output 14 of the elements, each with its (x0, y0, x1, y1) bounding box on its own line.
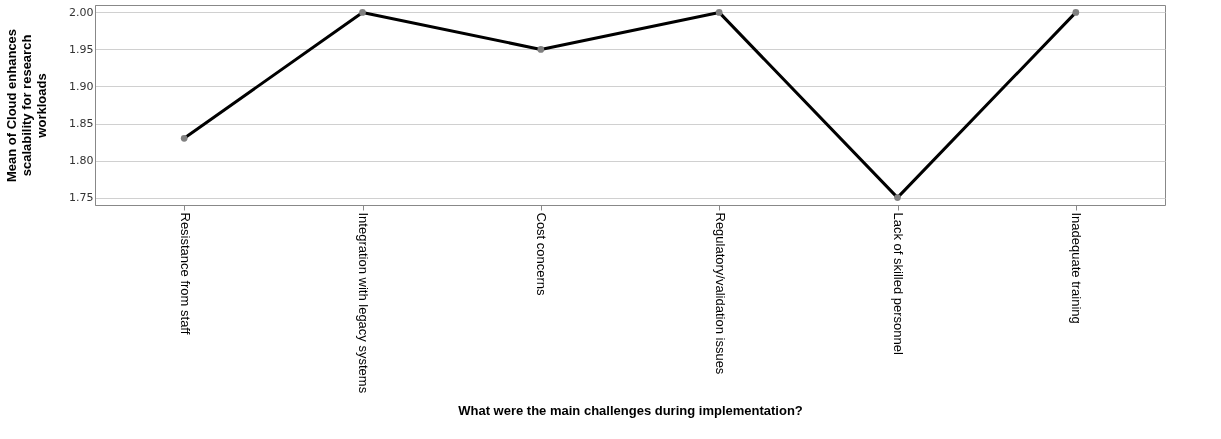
y-tick-label: 1.75 (69, 191, 94, 205)
y-tick-label: 1.80 (69, 154, 94, 168)
y-tick-label: 1.90 (69, 79, 94, 93)
y-tick-label: 2.00 (69, 5, 94, 19)
y-tick-label: 1.85 (69, 117, 94, 131)
x-axis-title: What were the main challenges during implementation? (458, 403, 803, 419)
x-tick-label: Cost concerns (534, 212, 550, 297)
x-tick-label: Resistance from staff (177, 212, 193, 335)
x-tick-label: Inadequate training (1069, 212, 1085, 324)
x-tick-label: Integration with legacy systems (356, 212, 371, 394)
x-tick-label: Regulatory/validation issues (712, 212, 728, 375)
y-tick-label: 1.95 (69, 42, 94, 56)
x-tick-label: Lack of skilled personnel (891, 212, 906, 355)
y-axis-title: Mean of Cloud enhances scalability for research workloads (4, 28, 50, 183)
